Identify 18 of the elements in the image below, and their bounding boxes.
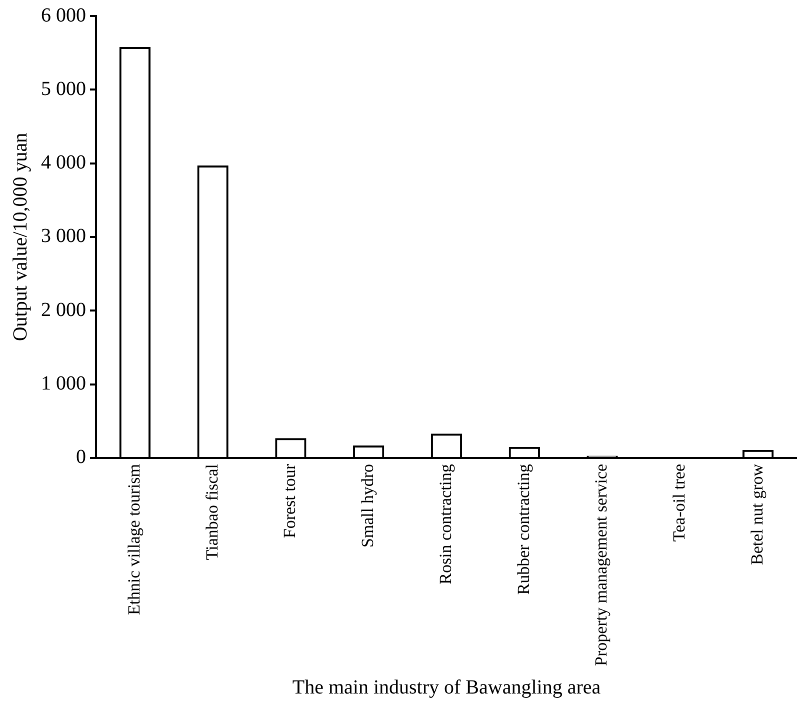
y-axis-title: Output value/10,000 yuan [9,132,32,342]
x-axis-title: The main industry of Bawangling area [292,676,601,698]
y-tick-label: 5 000 [41,78,86,100]
x-tick-label: Rubber contracting [514,463,533,595]
x-tick-label: Tea-oil tree [670,464,689,542]
x-tick-label: Forest tour [280,464,300,538]
x-tick-label: Ethnic village tourism [124,464,144,616]
x-tick-label: Property management service [592,464,611,666]
y-tick-label: 4 000 [41,152,86,174]
y-tick-label: 6 000 [41,4,86,26]
y-tick-label: 2 000 [41,298,86,321]
y-tick-label: 3 000 [41,225,86,248]
x-tick-label: Tianbao fiscal [202,464,222,560]
x-tick-label: Rosin contracting [436,463,455,584]
x-tick-label: Betel nut grow [748,463,767,566]
y-tick-label: 1 000 [41,372,86,395]
y-tick-label: 0 [76,446,86,468]
x-tick-label: Small hydro [358,464,378,548]
